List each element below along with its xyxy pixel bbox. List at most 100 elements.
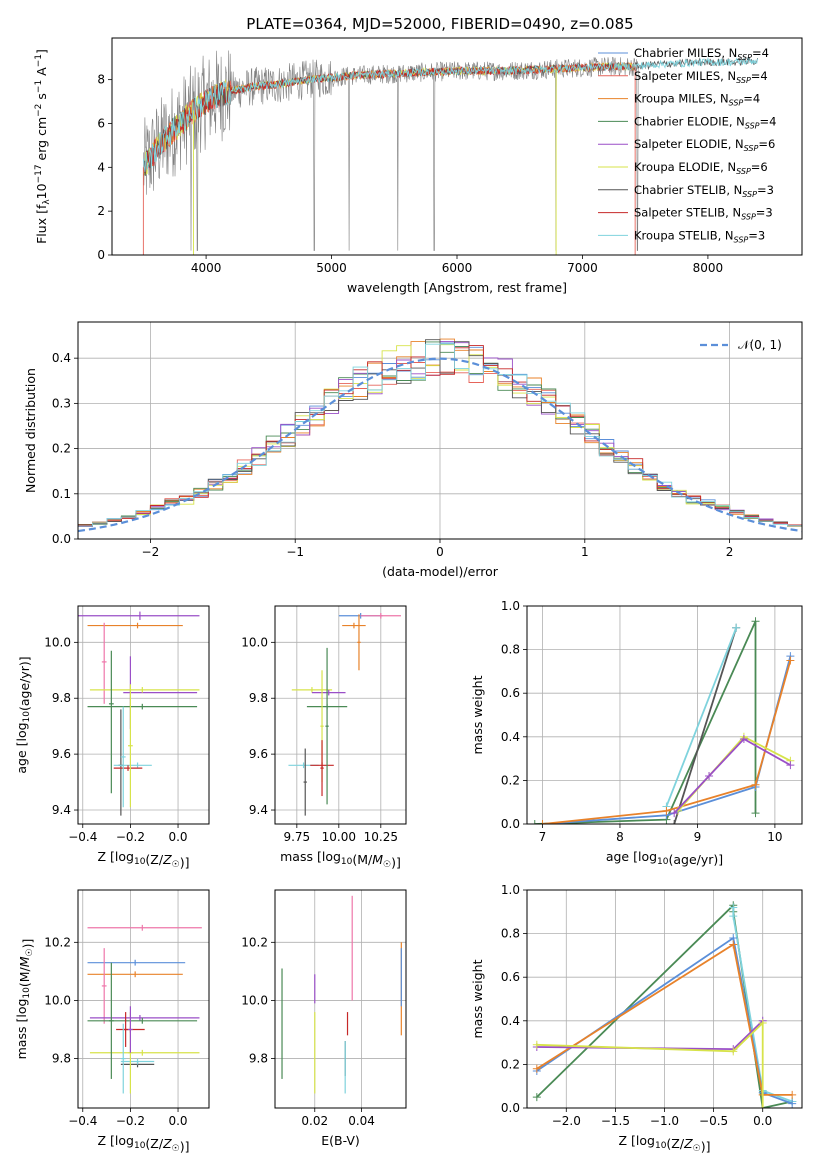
age_vs_Z-ytick-label-1: 9.6 xyxy=(52,747,71,761)
mass_vs_Z-plot-area xyxy=(87,924,202,1094)
residuals-xtick-label-1: −1 xyxy=(286,545,304,559)
age_vs_Z-frame xyxy=(77,605,210,825)
spectrum-model-3 xyxy=(143,56,758,176)
spectrum-legend-label-8: Kroupa STELIB, NSSP=3 xyxy=(634,228,765,244)
mass_weight_vs_Z-series-1 xyxy=(732,907,793,1103)
residuals-ytick-label-1: 0.1 xyxy=(52,487,71,501)
mass_weight_vs_age-ylabel: mass weight xyxy=(470,675,485,754)
age_vs_Z-xtick-label-2: 0.0 xyxy=(168,830,187,844)
mass_weight_vs_age-ytick-label-1: 0.2 xyxy=(501,773,520,787)
mass_weight_vs_Z-ytick-label-5: 1.0 xyxy=(501,883,520,897)
mass_weight_vs_Z-marker-1-1 xyxy=(729,912,738,921)
spectrum-legend-label-5: Kroupa ELODIE, NSSP=6 xyxy=(634,160,768,176)
mass_weight_vs_Z-marker-3-3 xyxy=(788,1090,797,1099)
mass_vs_ebv-plot-area xyxy=(281,895,402,1094)
spectrum-legend-label-2: Kroupa MILES, NSSP=4 xyxy=(634,92,760,108)
mass_weight_vs_age-series-2 xyxy=(665,627,738,807)
mass_weight_vs_age-series-4 xyxy=(542,660,792,824)
mass_weight_vs_Z-marker-5-3 xyxy=(758,1104,767,1108)
mass_vs_ebv-xtick-label-0: 0.02 xyxy=(301,1114,328,1128)
age_vs_mass-ytick-label-3: 10.0 xyxy=(241,635,268,649)
spectrum-legend-label-3: Chabrier ELODIE, NSSP=4 xyxy=(634,114,776,130)
mass_weight_vs_age-ytick-label-4: 0.8 xyxy=(501,643,520,657)
age_vs_Z-plot-area xyxy=(78,611,200,816)
mass_weight_vs_age-marker-4-0 xyxy=(538,820,547,824)
spectrum-plot-area xyxy=(142,50,758,255)
mass_weight_vs_age-marker-6-2 xyxy=(739,734,748,743)
spectrum-legend-label-1: Salpeter MILES, NSSP=4 xyxy=(634,69,768,85)
mass_vs_Z-ytick-label-1: 10.0 xyxy=(44,993,71,1007)
mass_weight_vs_age-ytick-label-0: 0.0 xyxy=(501,817,520,831)
mass_weight_vs_Z-marker-3-1 xyxy=(729,940,738,949)
age_vs_mass-xlabel: mass [log10(M/M☉)] xyxy=(280,849,401,870)
spectrum-xtick-label-0: 4000 xyxy=(191,261,222,275)
mass_vs_ebv-ytick-label-1: 10.0 xyxy=(241,993,268,1007)
spectrum-xlabel: wavelength [Angstrom, rest frame] xyxy=(347,280,567,295)
spectrum-xtick-label-3: 7000 xyxy=(567,261,598,275)
mass_weight_vs_age-marker-4-3 xyxy=(786,656,795,665)
spectrum-data-flux xyxy=(143,50,639,251)
mass_vs_Z-xlabel: Z [log10(Z/Z☉)] xyxy=(97,1133,189,1154)
spectrum-legend-label-6: Chabrier STELIB, NSSP=3 xyxy=(634,183,774,199)
mass_weight_vs_Z-ytick-label-3: 0.6 xyxy=(501,970,520,984)
spectrum-legend-label-7: Salpeter STELIB, NSSP=3 xyxy=(634,206,773,222)
age_vs_Z-ytick-label-2: 9.8 xyxy=(52,691,71,705)
age_vs_Z-ylabel: age [log10(age/yr)] xyxy=(14,656,32,773)
mass_weight_vs_Z-ytick-label-1: 0.2 xyxy=(501,1057,520,1071)
mass_weight_vs_Z-ytick-label-4: 0.8 xyxy=(501,927,520,941)
spectrum-frame xyxy=(111,37,803,256)
mass_weight_vs_age-series-0 xyxy=(534,620,757,824)
figure-title: PLATE=0364, MJD=52000, FIBERID=0490, z=0… xyxy=(246,15,633,33)
mass_weight_vs_age-marker-1-0 xyxy=(670,820,679,824)
mass_weight_vs_age-marker-0-3 xyxy=(751,809,760,818)
mass_weight_vs_age-series-1 xyxy=(673,627,738,824)
spectrum-ylabel: Flux [fλ10−17 erg cm−2 s−1 A−1] xyxy=(34,49,52,244)
mass_weight_vs_age-ytick-label-5: 1.0 xyxy=(501,599,520,613)
mass_weight_vs_Z-ytick-label-2: 0.4 xyxy=(501,1014,520,1028)
mass_weight_vs_Z-marker-3-0 xyxy=(532,1064,541,1073)
residuals-ylabel: Normed distribution xyxy=(23,368,38,493)
mass_weight_vs_age-series-3 xyxy=(542,655,792,824)
mass_weight_vs_age-xtick-label-0: 7 xyxy=(539,830,547,844)
spectrum-xtick-label-1: 5000 xyxy=(316,261,347,275)
mass_weight_vs_age-marker-0-0 xyxy=(530,820,539,824)
mass_vs_Z-frame xyxy=(77,889,210,1109)
mass_vs_ebv-frame xyxy=(274,889,407,1109)
age_vs_Z-ytick-label-3: 10.0 xyxy=(44,635,71,649)
mass_weight_vs_Z-frame xyxy=(526,889,803,1109)
mass_weight_vs_Z-marker-2-3 xyxy=(788,1099,797,1108)
age_vs_Z-xtick-label-0: −0.4 xyxy=(68,830,97,844)
mass_vs_ebv-xlabel: E(B-V) xyxy=(321,1133,360,1148)
mass_weight_vs_Z-xlabel: Z [log10(Z/Z☉)] xyxy=(618,1133,710,1154)
mass_weight_vs_Z-xtick-label-1: −1.5 xyxy=(601,1114,630,1128)
age_vs_mass-ytick-label-1: 9.6 xyxy=(249,747,268,761)
mass_weight_vs_Z-marker-5-1 xyxy=(729,1047,738,1056)
mass_weight_vs_age-ytick-label-3: 0.6 xyxy=(501,686,520,700)
mass_weight_vs_Z-xtick-label-2: −1.0 xyxy=(650,1114,679,1128)
mass_weight_vs_Z-marker-5-0 xyxy=(532,1040,541,1049)
residuals-ytick-label-2: 0.2 xyxy=(52,442,71,456)
mass_weight_vs_Z-ytick-label-0: 0.0 xyxy=(501,1101,520,1115)
mass_weight_vs_Z-marker-5-2 xyxy=(758,1018,767,1027)
mass_weight_vs_age-marker-4-1 xyxy=(662,806,671,815)
spectrum-legend-label-4: Salpeter ELODIE, NSSP=6 xyxy=(634,137,775,153)
mass_weight_vs_age-marker-0-2 xyxy=(751,617,760,626)
spectrum-xtick-label-4: 8000 xyxy=(693,261,724,275)
spectrum-legend-label-0: Chabrier MILES, NSSP=4 xyxy=(634,46,769,62)
age_vs_mass-ytick-label-0: 9.4 xyxy=(249,803,268,817)
age_vs_mass-xtick-label-2: 10.25 xyxy=(364,830,398,844)
spectrum-ytick-label-0: 0 xyxy=(97,248,105,262)
mass_weight_vs_Z-marker-1-0 xyxy=(729,903,738,912)
spectrum-ytick-label-2: 4 xyxy=(97,160,105,174)
spectrum-ytick-label-3: 6 xyxy=(97,116,105,130)
residuals-xtick-label-3: 1 xyxy=(581,545,589,559)
mass_weight_vs_age-xlabel: age [log10(age/yr)] xyxy=(606,849,723,867)
residuals-xtick-label-0: −2 xyxy=(142,545,160,559)
mass_vs_ebv-ytick-label-2: 10.2 xyxy=(241,935,268,949)
age_vs_mass-frame xyxy=(274,605,407,825)
mass_weight_vs_age-xtick-label-2: 9 xyxy=(694,830,702,844)
residuals-xtick-label-2: 0 xyxy=(436,545,444,559)
age_vs_Z-xlabel: Z [log10(Z/Z☉)] xyxy=(97,849,189,870)
spectrum-ytick-label-4: 8 xyxy=(97,73,105,87)
